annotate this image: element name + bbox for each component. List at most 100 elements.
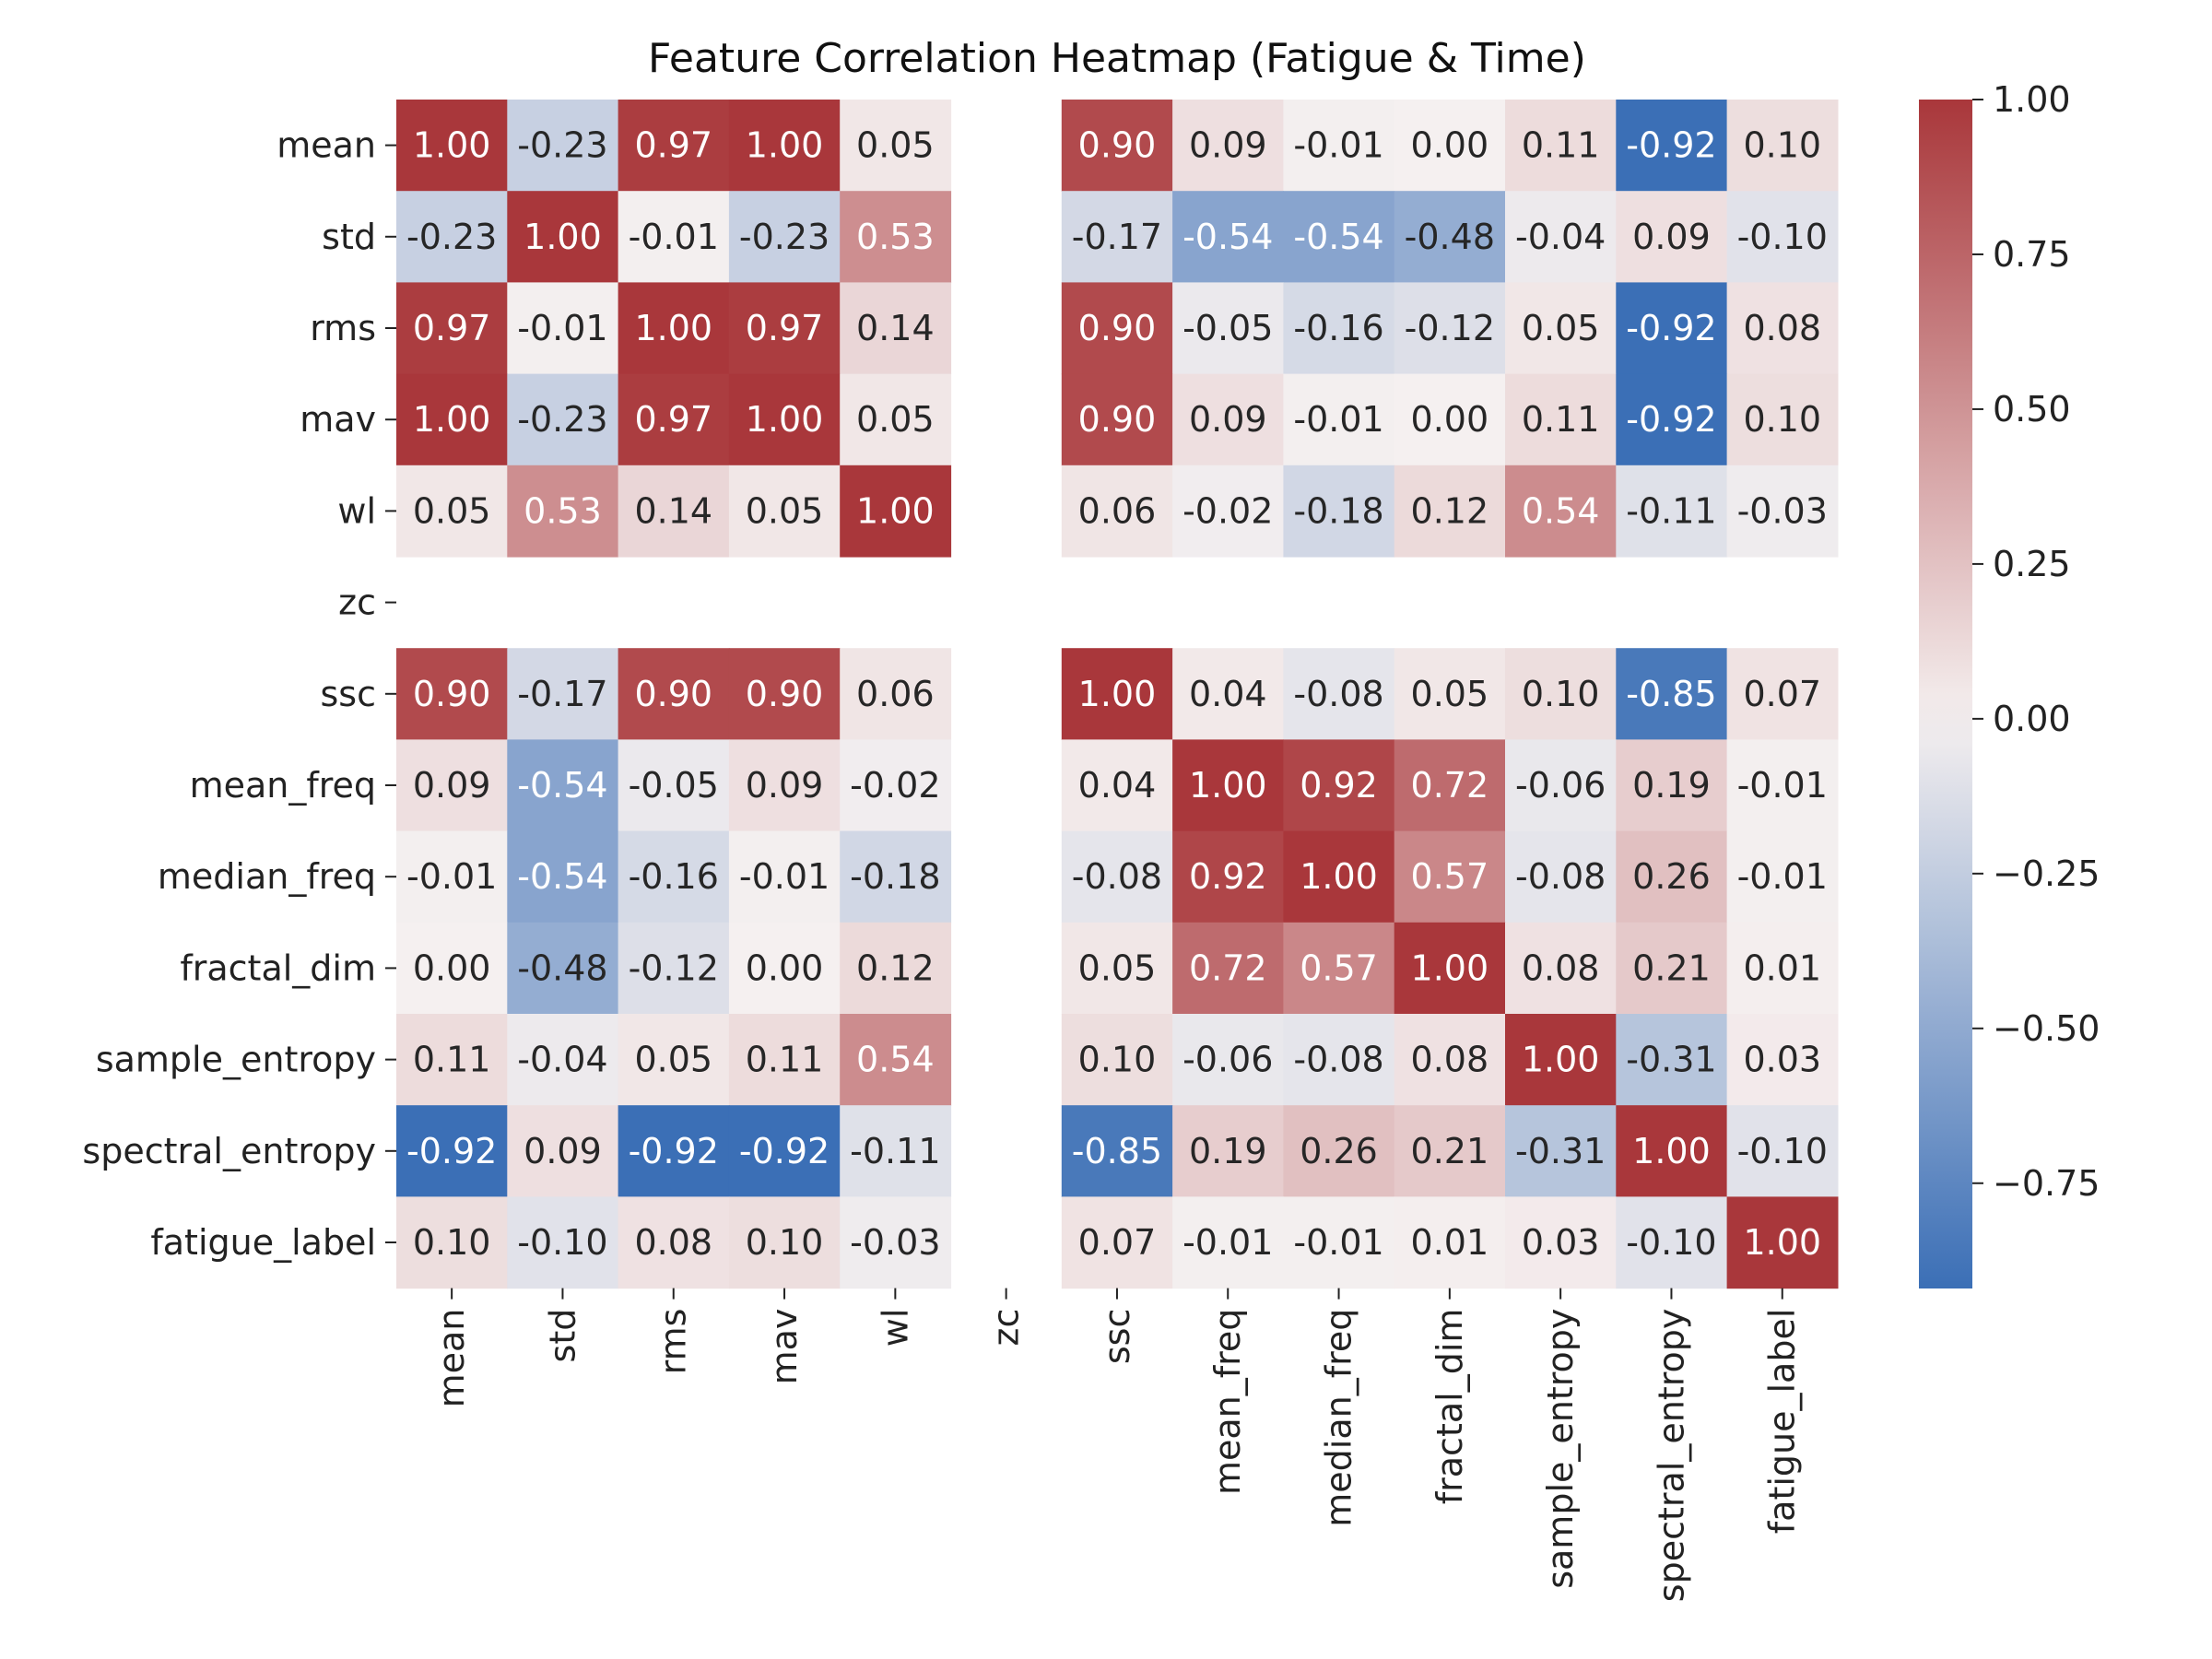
cell-fatigue-label-median-freq bbox=[1283, 1196, 1395, 1289]
cell-wl-mav bbox=[728, 465, 841, 558]
y-tick-label-fatigue-label: fatigue_label bbox=[150, 1222, 376, 1263]
value-label-std-std: 1.00 bbox=[524, 217, 602, 257]
cell-fatigue-label-mean bbox=[396, 1196, 508, 1289]
x-tick-label-std: std bbox=[542, 1309, 582, 1363]
value-label-sample-entropy-sample-entropy: 1.00 bbox=[1522, 1040, 1600, 1080]
cell-mean-freq-rms bbox=[618, 739, 730, 832]
cell-rms-wl bbox=[840, 282, 952, 375]
cell-fractal-dim-mav bbox=[728, 922, 841, 1015]
cell-mean-freq-mav bbox=[728, 739, 841, 832]
value-label-rms-rms: 1.00 bbox=[634, 308, 712, 348]
colorbar-gradient bbox=[1919, 100, 1972, 1288]
value-label-median-freq-mean-freq: 0.92 bbox=[1189, 856, 1267, 897]
value-label-fatigue-label-mean-freq: -0.01 bbox=[1182, 1222, 1273, 1263]
heatmap-cells bbox=[396, 100, 1839, 1289]
value-label-fractal-dim-fractal-dim: 1.00 bbox=[1411, 947, 1489, 988]
value-label-fractal-dim-mav: 0.00 bbox=[746, 947, 824, 988]
value-label-mav-mav: 1.00 bbox=[746, 399, 824, 440]
y-tick-label-sample-entropy: sample_entropy bbox=[96, 1040, 376, 1080]
y-tick-label-rms: rms bbox=[310, 308, 376, 348]
cell-spectral-entropy-ssc bbox=[1061, 1105, 1173, 1197]
value-label-std-mav: -0.23 bbox=[739, 217, 830, 257]
cell-sample-entropy-mav bbox=[728, 1014, 841, 1106]
cell-ssc-median-freq bbox=[1283, 648, 1395, 740]
cell-ssc-ssc bbox=[1061, 648, 1173, 740]
value-label-mav-wl: 0.05 bbox=[856, 399, 935, 440]
value-label-fatigue-label-mav: 0.10 bbox=[746, 1222, 824, 1263]
colorbar-tick-label-1-00: 1.00 bbox=[1993, 79, 2071, 120]
x-tick-label-median-freq: median_freq bbox=[1319, 1309, 1359, 1527]
cell-std-std bbox=[507, 191, 619, 283]
colorbar-tick-label-0-00: 0.00 bbox=[1993, 699, 2071, 739]
value-label-rms-std: -0.01 bbox=[517, 308, 607, 348]
cell-std-mav bbox=[728, 191, 841, 283]
cell-rms-std bbox=[507, 282, 619, 375]
value-label-wl-median-freq: -0.18 bbox=[1293, 490, 1383, 531]
value-label-mean-mean-freq: 0.09 bbox=[1189, 125, 1267, 166]
cell-mean-mean-freq bbox=[1172, 100, 1284, 192]
cell-sample-entropy-fatigue-label bbox=[1726, 1014, 1839, 1106]
value-label-fractal-dim-mean: 0.00 bbox=[413, 947, 491, 988]
y-tick-label-zc: zc bbox=[338, 582, 376, 623]
cell-std-mean-freq bbox=[1172, 191, 1284, 283]
cell-sample-entropy-ssc bbox=[1061, 1014, 1173, 1106]
cell-fractal-dim-wl bbox=[840, 922, 952, 1015]
value-label-mean-freq-spectral-entropy: 0.19 bbox=[1632, 765, 1711, 806]
value-label-mean-freq-mean: 0.09 bbox=[413, 765, 491, 806]
value-label-ssc-mean-freq: 0.04 bbox=[1189, 674, 1267, 714]
value-label-rms-mav: 0.97 bbox=[746, 308, 824, 348]
y-tick-label-ssc: ssc bbox=[321, 674, 377, 714]
cell-fractal-dim-rms bbox=[618, 922, 730, 1015]
cell-fatigue-label-std bbox=[507, 1196, 619, 1289]
value-label-ssc-spectral-entropy: -0.85 bbox=[1626, 674, 1716, 714]
cell-mav-ssc bbox=[1061, 373, 1173, 466]
value-label-mav-fractal-dim: 0.00 bbox=[1411, 399, 1489, 440]
value-label-spectral-entropy-fatigue-label: -0.10 bbox=[1737, 1131, 1828, 1171]
value-label-wl-wl: 1.00 bbox=[856, 490, 935, 531]
cell-wl-fractal-dim bbox=[1394, 465, 1506, 558]
cell-std-rms bbox=[618, 191, 730, 283]
cell-mean-freq-mean bbox=[396, 739, 508, 832]
value-label-rms-fractal-dim: -0.12 bbox=[1405, 308, 1495, 348]
cell-wl-fatigue-label bbox=[1726, 465, 1839, 558]
cell-rms-mean-freq bbox=[1172, 282, 1284, 375]
cell-mean-fatigue-label bbox=[1726, 100, 1839, 192]
value-label-std-rms: -0.01 bbox=[629, 217, 719, 257]
value-label-wl-mav: 0.05 bbox=[746, 490, 824, 531]
value-label-fatigue-label-rms: 0.08 bbox=[634, 1222, 712, 1263]
value-label-wl-ssc: 0.06 bbox=[1078, 490, 1157, 531]
value-label-wl-mean-freq: -0.02 bbox=[1182, 490, 1273, 531]
y-axis-ticks: mean std rms mav wl zc ssc mean_freq median_freq… bbox=[82, 125, 396, 1263]
cell-sample-entropy-sample-entropy bbox=[1505, 1014, 1617, 1106]
x-tick-label-mean: mean bbox=[431, 1309, 472, 1408]
value-label-mean-mean: 1.00 bbox=[413, 125, 491, 166]
colorbar-tick-label-0-25: 0.25 bbox=[1993, 544, 2071, 584]
cell-median-freq-wl bbox=[840, 830, 952, 924]
cell-ssc-mean-freq bbox=[1172, 648, 1284, 740]
value-label-ssc-fatigue-label: 0.07 bbox=[1743, 674, 1821, 714]
y-tick-label-mean-freq: mean_freq bbox=[190, 765, 376, 806]
cell-median-freq-ssc bbox=[1061, 830, 1173, 924]
value-label-median-freq-ssc: -0.08 bbox=[1072, 856, 1162, 897]
value-label-fractal-dim-wl: 0.12 bbox=[856, 947, 935, 988]
cell-fractal-dim-fractal-dim bbox=[1394, 922, 1506, 1015]
value-label-fatigue-label-sample-entropy: 0.03 bbox=[1522, 1222, 1600, 1263]
cell-median-freq-mav bbox=[728, 830, 841, 924]
x-tick-label-rms: rms bbox=[653, 1309, 694, 1375]
cell-sample-entropy-rms bbox=[618, 1014, 730, 1106]
cell-ssc-sample-entropy bbox=[1505, 648, 1617, 740]
cell-sample-entropy-std bbox=[507, 1014, 619, 1106]
value-label-std-ssc: -0.17 bbox=[1072, 217, 1162, 257]
x-tick-label-spectral-entropy: spectral_entropy bbox=[1651, 1309, 1691, 1603]
value-label-mean-fractal-dim: 0.00 bbox=[1411, 125, 1489, 166]
cell-mean-ssc bbox=[1061, 100, 1173, 192]
value-label-fractal-dim-sample-entropy: 0.08 bbox=[1522, 947, 1600, 988]
value-label-mav-rms: 0.97 bbox=[634, 399, 712, 440]
value-label-median-freq-wl: -0.18 bbox=[850, 856, 940, 897]
cell-fractal-dim-mean-freq bbox=[1172, 922, 1284, 1015]
cell-fatigue-label-wl bbox=[840, 1196, 952, 1289]
cell-fatigue-label-rms bbox=[618, 1196, 730, 1289]
cell-wl-sample-entropy bbox=[1505, 465, 1617, 558]
chart-title: Feature Correlation Heatmap (Fatigue & T… bbox=[648, 35, 1586, 82]
cell-rms-sample-entropy bbox=[1505, 282, 1617, 375]
